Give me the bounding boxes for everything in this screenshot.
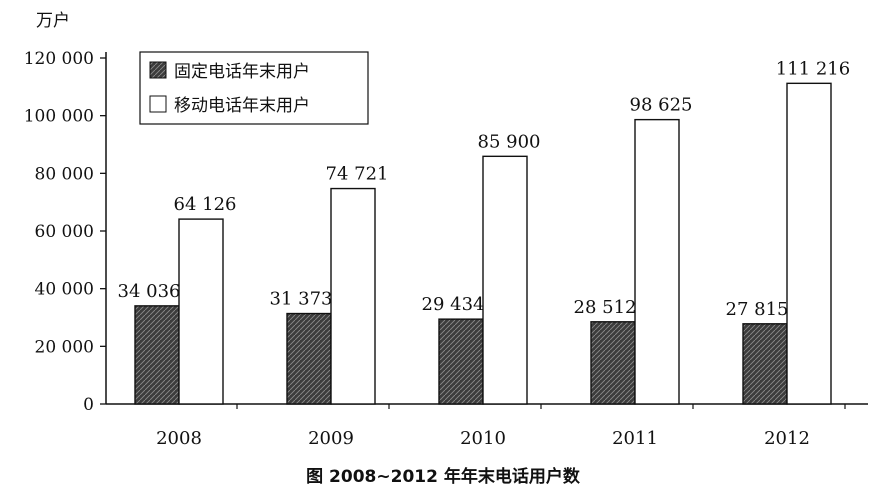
- legend-swatch-fixed: [149, 61, 167, 79]
- bar-fixed-2009: [286, 312, 332, 405]
- data-label-mobile: 98 625: [630, 95, 693, 116]
- data-label-mobile: 111 216: [776, 58, 850, 79]
- data-label-mobile: 64 126: [174, 194, 237, 215]
- bar-series: 34 036 64 126 31 373 74 721 29 434 85 900 28 5…: [118, 58, 850, 405]
- legend-box: [139, 51, 369, 125]
- bar-fixed-2008: [134, 305, 180, 405]
- bar-fixed-2010: [438, 318, 484, 405]
- y-tick-label: 0: [83, 395, 94, 415]
- data-label-mobile: 85 900: [478, 131, 541, 152]
- bar-mobile-2009: [330, 187, 376, 405]
- x-tick-label: 2012: [764, 428, 810, 449]
- legend: 固定电话年末用户 移动电话年末用户: [139, 51, 369, 125]
- y-axis-unit-label: 万户: [36, 11, 70, 31]
- chart-caption: 图 2008~2012 年年末电话用户数: [306, 466, 581, 487]
- bar-mobile-2010: [482, 155, 528, 405]
- y-tick-label: 80 000: [35, 164, 94, 184]
- x-axis-tick-labels: 2008 2009 2010 2011 2012: [156, 404, 846, 449]
- data-label-fixed: 34 036: [118, 281, 181, 302]
- legend-swatch-mobile: [149, 95, 167, 113]
- legend-label-mobile: 移动电话年末用户: [174, 96, 310, 116]
- y-tick-label: 120 000: [24, 49, 94, 69]
- y-tick-label: 60 000: [35, 222, 94, 242]
- bar-mobile-2012: [786, 82, 832, 405]
- data-label-fixed: 31 373: [270, 289, 333, 310]
- bar-mobile-2008: [178, 218, 224, 405]
- legend-label-fixed: 固定电话年末用户: [174, 62, 310, 82]
- y-tick-label: 20 000: [35, 337, 94, 357]
- data-label-fixed: 29 434: [422, 294, 485, 315]
- x-tick-label: 2011: [612, 428, 658, 449]
- data-label-fixed: 27 815: [726, 299, 789, 320]
- y-tick-label: 40 000: [35, 280, 94, 300]
- x-tick-label: 2010: [460, 428, 506, 449]
- bar-fixed-2012: [742, 323, 788, 405]
- y-axis-ticks: 0 20 000 40 000 60 000 80 000 100 000 120 000: [24, 49, 106, 415]
- data-label-fixed: 28 512: [574, 297, 637, 318]
- bar-mobile-2011: [634, 118, 680, 405]
- bar-fixed-2011: [590, 321, 636, 405]
- x-tick-label: 2008: [156, 428, 202, 449]
- x-tick-label: 2009: [308, 428, 354, 449]
- y-tick-label: 100 000: [24, 107, 94, 127]
- data-label-mobile: 74 721: [326, 164, 389, 185]
